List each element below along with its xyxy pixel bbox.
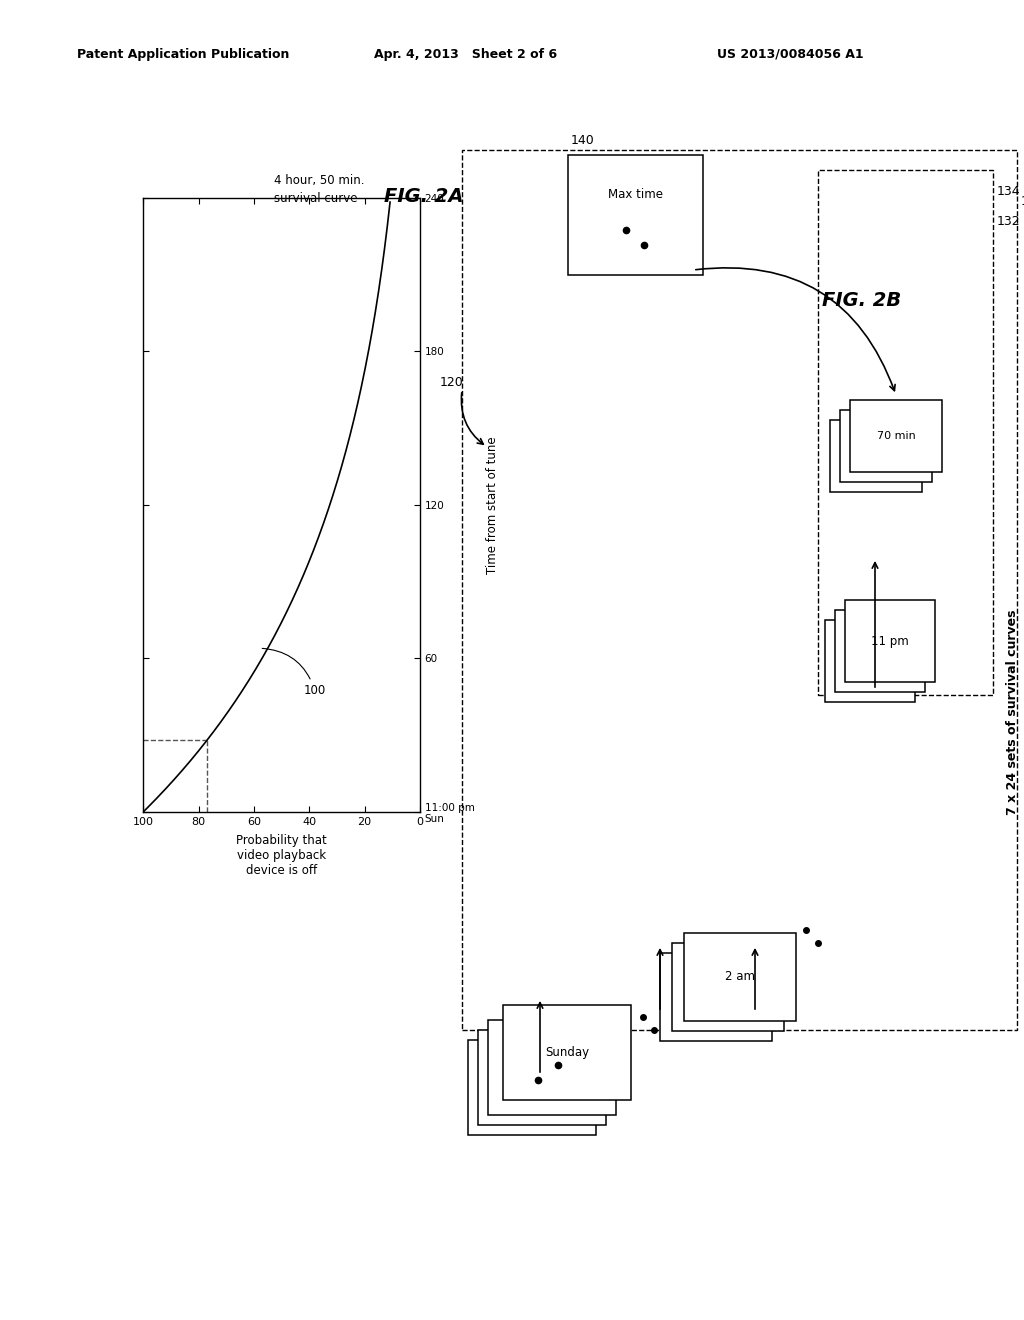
Text: 70 min: 70 min <box>877 432 915 441</box>
Text: 10 pm: 10 pm <box>861 644 899 657</box>
Text: 60 min: 60 min <box>857 451 895 461</box>
Text: 2 am: 2 am <box>725 970 755 983</box>
Text: FIG. 2B: FIG. 2B <box>822 290 901 310</box>
Bar <box>830 420 922 492</box>
Text: 65 min: 65 min <box>866 441 905 451</box>
Text: Wednesday: Wednesday <box>518 1061 586 1074</box>
Text: Patent Application Publication: Patent Application Publication <box>77 48 289 61</box>
Bar <box>840 411 932 482</box>
Bar <box>818 170 993 696</box>
Text: FIG. 2A: FIG. 2A <box>384 187 464 206</box>
Bar <box>845 601 935 682</box>
Text: 130: 130 <box>1021 195 1024 209</box>
Bar <box>503 1005 631 1100</box>
Bar <box>850 400 942 473</box>
Bar <box>672 942 784 1031</box>
Bar <box>462 150 1017 1030</box>
Bar <box>488 1020 616 1115</box>
Text: 134: 134 <box>997 185 1021 198</box>
Text: 140: 140 <box>571 135 595 147</box>
Text: Tuesday: Tuesday <box>518 1071 566 1084</box>
Text: 11 pm: 11 pm <box>871 635 909 648</box>
Text: 7 x 24 sets of survival curves: 7 x 24 sets of survival curves <box>1007 610 1020 814</box>
Bar <box>684 933 796 1020</box>
Bar <box>660 953 772 1041</box>
Text: Apr. 4, 2013   Sheet 2 of 6: Apr. 4, 2013 Sheet 2 of 6 <box>374 48 557 61</box>
Bar <box>568 154 703 275</box>
Bar <box>825 620 915 702</box>
Text: 120: 120 <box>440 375 464 388</box>
Text: 132: 132 <box>997 215 1021 228</box>
Text: 4 hour, 50 min.
survival curve: 4 hour, 50 min. survival curve <box>274 174 365 205</box>
Text: US 2013/0084056 A1: US 2013/0084056 A1 <box>717 48 863 61</box>
Text: 12 am: 12 am <box>697 990 735 1003</box>
Y-axis label: Time from start of tune: Time from start of tune <box>485 436 499 574</box>
Text: 9 pm: 9 pm <box>855 655 885 668</box>
Bar <box>835 610 925 692</box>
Text: 100: 100 <box>262 648 326 697</box>
Bar <box>468 1040 596 1135</box>
Text: 1 am: 1 am <box>713 981 743 994</box>
X-axis label: Probability that
video playback
device is off: Probability that video playback device i… <box>237 834 327 876</box>
Text: Sunday: Sunday <box>545 1045 589 1059</box>
Text: Monday: Monday <box>509 1081 555 1094</box>
Text: Max time: Max time <box>608 189 663 202</box>
Bar <box>478 1030 606 1125</box>
